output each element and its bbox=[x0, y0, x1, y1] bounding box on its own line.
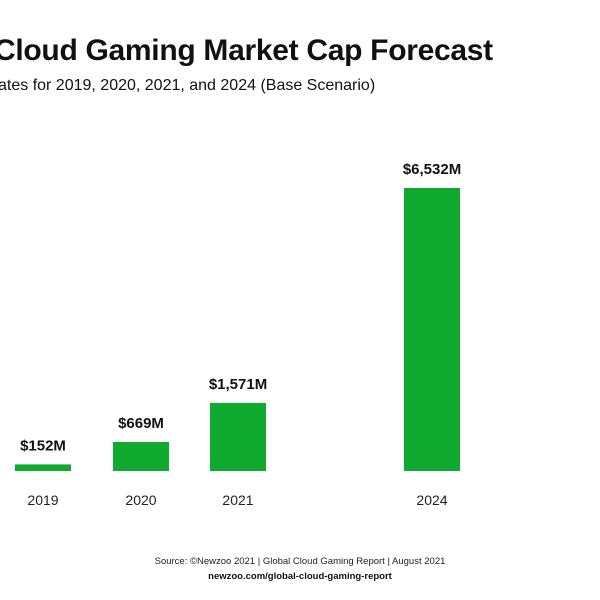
bar-2019 bbox=[15, 464, 71, 471]
value-label-2021: $1,571M bbox=[209, 376, 267, 393]
bar-2021 bbox=[210, 402, 266, 471]
value-label-2020: $669M bbox=[118, 415, 164, 432]
category-label-2020: 2020 bbox=[125, 492, 156, 508]
category-label-2021: 2021 bbox=[222, 492, 253, 508]
bar-2024 bbox=[404, 188, 460, 471]
value-label-2024: $6,532M bbox=[403, 161, 461, 178]
bar-chart: $152M 2019 $669M 2020 $1,571M 2021 $6,532M 2024 bbox=[15, 161, 461, 508]
category-label-2019: 2019 bbox=[27, 492, 58, 508]
chart-title: Cloud Gaming Market Cap Forecast bbox=[0, 34, 493, 67]
source-url[interactable]: newzoo.com/global-cloud-gaming-report bbox=[208, 571, 392, 582]
category-label-2024: 2024 bbox=[416, 492, 447, 508]
source-note: Source: ©Newzoo 2021 | Global Cloud Gami… bbox=[154, 556, 446, 567]
chart-subtitle: ates for 2019, 2020, 2021, and 2024 (Bas… bbox=[0, 77, 376, 94]
bar-2020 bbox=[113, 442, 169, 471]
value-label-2019: $152M bbox=[20, 437, 66, 454]
